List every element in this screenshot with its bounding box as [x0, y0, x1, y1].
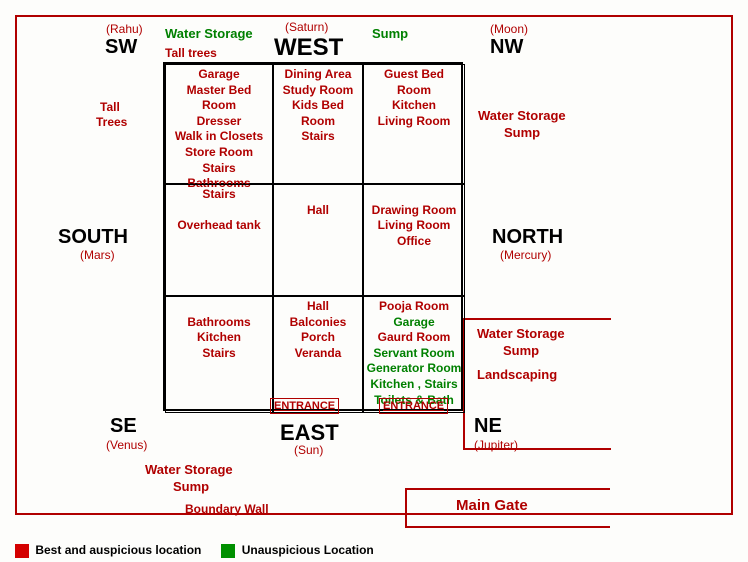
- entrance-ne: ENTRANCE: [379, 398, 448, 414]
- grid-cell-2-0: BathroomsKitchenStairs: [165, 296, 273, 413]
- legend-label-best: Best and auspicious location: [35, 543, 201, 557]
- cell-line: Pooja Room: [366, 299, 462, 315]
- cell-line: Gaurd Room: [366, 330, 462, 346]
- cell-line: Study Room: [276, 83, 360, 99]
- cell-line: Servant Room: [366, 346, 462, 362]
- dir-nw: NW: [490, 36, 523, 59]
- cell-line: Hall: [276, 203, 360, 219]
- grid-cell-0-2: Guest Bed RoomKitchenLiving Room: [363, 64, 465, 184]
- planet-sun: (Sun): [294, 443, 323, 457]
- grid-cell-0-1: Dining AreaStudy RoomKids Bed RoomStairs: [273, 64, 363, 184]
- label-sump-se: Sump: [173, 479, 209, 494]
- cell-line: Porch: [276, 330, 360, 346]
- legend-swatch-best: [15, 544, 29, 558]
- cell-line: Dining Area: [276, 67, 360, 83]
- label-water-storage-ne: Water Storage: [477, 326, 565, 341]
- planet-rahu: (Rahu): [106, 22, 143, 36]
- planet-moon: (Moon): [490, 22, 528, 36]
- label-sump-top: Sump: [372, 26, 408, 41]
- cell-line: Drawing Room: [366, 203, 462, 219]
- cell-line: [276, 187, 360, 203]
- dir-south: SOUTH: [58, 226, 128, 249]
- cell-line: Office: [366, 234, 462, 250]
- label-water-storage-top: Water Storage: [165, 26, 253, 41]
- legend: Best and auspicious location Unauspiciou…: [15, 543, 374, 558]
- label-water-storage-right: Water Storage: [478, 108, 566, 123]
- cell-line: Garage: [366, 315, 462, 331]
- planet-mars: (Mars): [80, 248, 115, 262]
- grid-cell-1-0: Stairs Overhead tank: [165, 184, 273, 296]
- cell-line: Stairs: [276, 129, 360, 145]
- label-main-gate: Main Gate: [456, 497, 528, 514]
- label-landscaping-ne: Landscaping: [477, 367, 557, 382]
- cell-line: Store Room: [168, 145, 270, 161]
- label-sump-right: Sump: [504, 125, 540, 140]
- dir-sw: SW: [105, 36, 137, 59]
- dir-north: NORTH: [492, 226, 563, 249]
- cell-line: Hall: [276, 299, 360, 315]
- cell-line: Bathrooms: [168, 315, 270, 331]
- cell-line: Kids Bed Room: [276, 98, 360, 129]
- cell-line: [366, 187, 462, 203]
- entrance-east: ENTRANCE: [270, 398, 339, 414]
- cell-line: Stairs: [168, 187, 270, 203]
- cell-line: Kitchen: [366, 98, 462, 114]
- dir-se: SE: [110, 415, 137, 438]
- cell-line: Veranda: [276, 346, 360, 362]
- cell-line: Master Bed Room: [168, 83, 270, 114]
- grid-cell-1-2: Drawing RoomLiving RoomOffice: [363, 184, 465, 296]
- vastu-grid: GarageMaster Bed RoomDresserWalk in Clos…: [163, 62, 463, 411]
- cell-line: Balconies: [276, 315, 360, 331]
- cell-line: Garage: [168, 67, 270, 83]
- cell-line: Generator Room: [366, 361, 462, 377]
- dir-west: WEST: [274, 34, 343, 62]
- grid-cell-2-1: HallBalconiesPorchVeranda: [273, 296, 363, 413]
- planet-saturn: (Saturn): [285, 20, 328, 34]
- grid-cell-2-2: Pooja RoomGarageGaurd RoomServant RoomGe…: [363, 296, 465, 413]
- legend-label-bad: Unauspicious Location: [242, 543, 374, 557]
- cell-line: Stairs: [168, 161, 270, 177]
- cell-line: Kitchen , Stairs: [366, 377, 462, 393]
- label-water-storage-se: Water Storage: [145, 462, 233, 477]
- legend-swatch-bad: [221, 544, 235, 558]
- cell-line: Dresser: [168, 114, 270, 130]
- planet-venus: (Venus): [106, 438, 147, 452]
- cell-line: Overhead tank: [168, 218, 270, 234]
- cell-line: [168, 203, 270, 219]
- label-boundary-wall: Boundary Wall: [185, 502, 269, 516]
- label-tall-trees-top: Tall trees: [165, 46, 217, 60]
- label-tall-left1: Tall: [100, 100, 120, 114]
- label-sump-ne: Sump: [503, 343, 539, 358]
- grid-cell-1-1: Hall: [273, 184, 363, 296]
- cell-line: Living Room: [366, 114, 462, 130]
- cell-line: Living Room: [366, 218, 462, 234]
- cell-line: Stairs: [168, 346, 270, 362]
- cell-line: [168, 299, 270, 315]
- cell-line: Kitchen: [168, 330, 270, 346]
- planet-mercury: (Mercury): [500, 248, 551, 262]
- grid-cell-0-0: GarageMaster Bed RoomDresserWalk in Clos…: [165, 64, 273, 184]
- cell-line: Guest Bed Room: [366, 67, 462, 98]
- cell-line: Walk in Closets: [168, 129, 270, 145]
- label-tall-left2: Trees: [96, 115, 127, 129]
